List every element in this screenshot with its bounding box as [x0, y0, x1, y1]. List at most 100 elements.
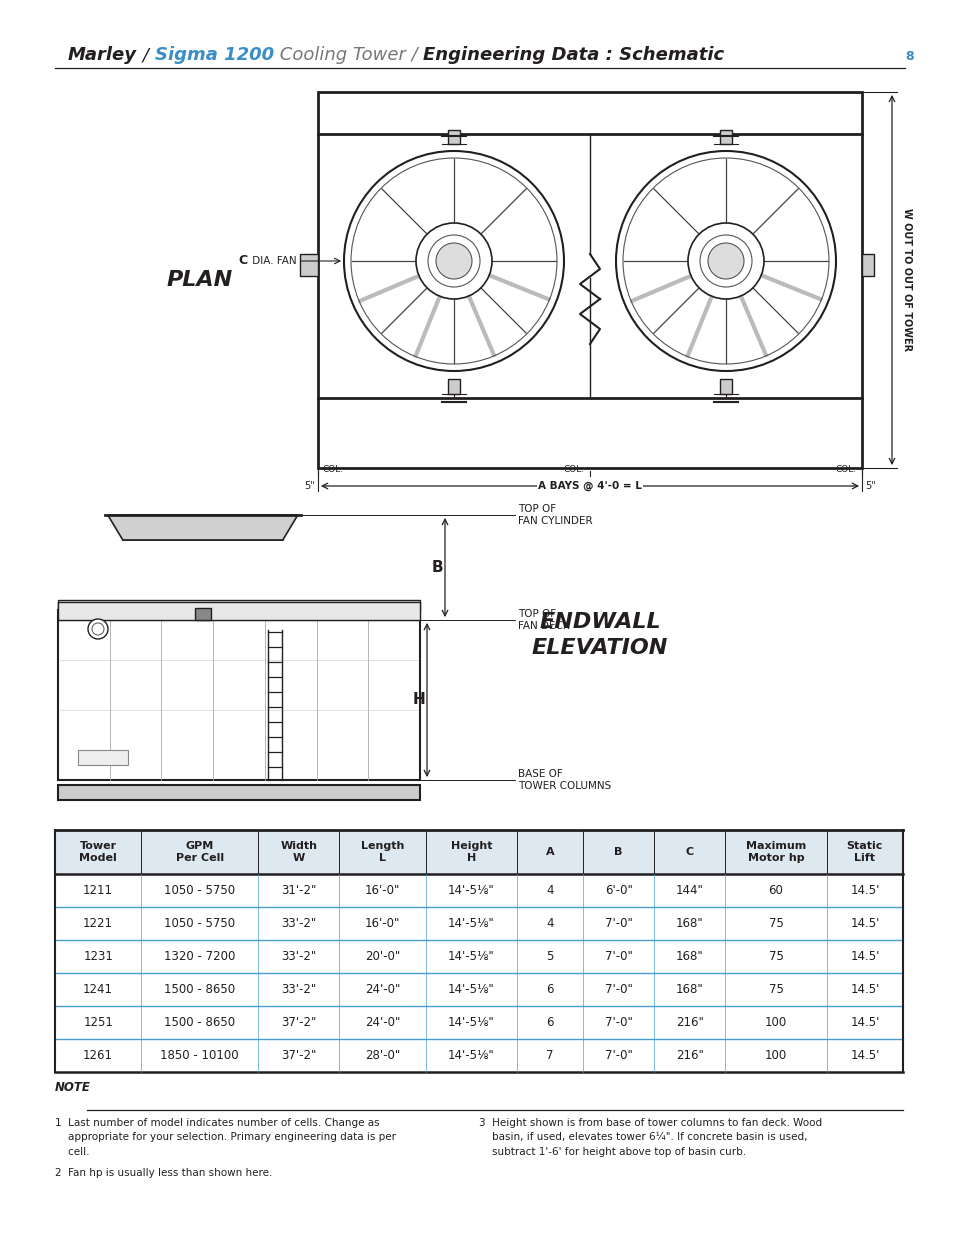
Text: 2  Fan hp is usually less than shown here.: 2 Fan hp is usually less than shown here… [55, 1168, 273, 1178]
Bar [720, 379, 731, 394]
Text: 33'-2": 33'-2" [281, 918, 316, 930]
Bar [58, 785, 419, 800]
Bar [194, 608, 211, 620]
Text: W OUT TO OUT OF TOWER: W OUT TO OUT OF TOWER [901, 209, 911, 352]
Text: B: B [614, 847, 622, 857]
Text: 6'-0": 6'-0" [604, 884, 632, 897]
Text: C: C [685, 847, 693, 857]
Text: 33'-2": 33'-2" [281, 950, 316, 963]
Bar [78, 750, 128, 764]
Text: 7: 7 [546, 1049, 554, 1062]
Text: 14'-5⅛": 14'-5⅛" [448, 950, 495, 963]
Text: 28'-0": 28'-0" [364, 1049, 399, 1062]
Text: 1050 - 5750: 1050 - 5750 [164, 918, 235, 930]
Text: ENDWALL
ELEVATION: ENDWALL ELEVATION [531, 611, 667, 658]
Text: C: C [237, 254, 247, 268]
Text: 1320 - 7200: 1320 - 7200 [164, 950, 235, 963]
Text: NOTE: NOTE [55, 1081, 91, 1094]
Text: 168": 168" [675, 950, 703, 963]
Text: /: / [137, 46, 154, 64]
Text: 6: 6 [546, 983, 554, 995]
Text: 14.5': 14.5' [849, 983, 879, 995]
Text: 168": 168" [675, 983, 703, 995]
Text: 31'-2": 31'-2" [281, 884, 316, 897]
Text: H: H [413, 693, 425, 708]
Text: 4: 4 [546, 884, 554, 897]
Circle shape [91, 622, 104, 635]
Text: 14.5': 14.5' [849, 918, 879, 930]
Text: 1500 - 8650: 1500 - 8650 [164, 983, 235, 995]
Text: 7'-0": 7'-0" [604, 918, 632, 930]
Bar [720, 130, 731, 144]
Polygon shape [108, 515, 297, 540]
Text: Maximum
Motor hp: Maximum Motor hp [745, 841, 805, 863]
Text: Height
H: Height H [450, 841, 492, 863]
Circle shape [622, 158, 828, 364]
Text: 37'-2": 37'-2" [281, 1016, 316, 1029]
Bar [123, 515, 282, 540]
Circle shape [616, 151, 835, 370]
Text: 1241: 1241 [83, 983, 113, 995]
Text: 5": 5" [864, 480, 875, 492]
Text: 8: 8 [904, 51, 913, 63]
Bar [448, 130, 459, 144]
Bar [58, 620, 419, 781]
Text: Length
L: Length L [360, 841, 404, 863]
Text: 1500 - 8650: 1500 - 8650 [164, 1016, 235, 1029]
Text: 14'-5⅛": 14'-5⅛" [448, 983, 495, 995]
Text: 6: 6 [546, 1016, 554, 1029]
Text: Engineering Data : Schematic: Engineering Data : Schematic [423, 46, 723, 64]
Text: 33'-2": 33'-2" [281, 983, 316, 995]
Bar [58, 610, 419, 620]
Text: 7'-0": 7'-0" [604, 1049, 632, 1062]
Text: 5": 5" [304, 480, 314, 492]
Text: 100: 100 [764, 1049, 786, 1062]
Text: 16'-0": 16'-0" [364, 918, 400, 930]
Text: 1251: 1251 [83, 1016, 113, 1029]
Text: Static
Lift: Static Lift [846, 841, 882, 863]
Text: 7'-0": 7'-0" [604, 950, 632, 963]
Text: DIA. FAN: DIA. FAN [249, 256, 296, 266]
Text: 14'-5⅛": 14'-5⅛" [448, 1049, 495, 1062]
Text: 1850 - 10100: 1850 - 10100 [160, 1049, 239, 1062]
Text: 1231: 1231 [83, 950, 113, 963]
Text: A BAYS @ 4'-0 = L: A BAYS @ 4'-0 = L [537, 480, 641, 492]
Text: 20'-0": 20'-0" [364, 950, 399, 963]
Text: 7'-0": 7'-0" [604, 1016, 632, 1029]
Text: BASE OF
TOWER COLUMNS: BASE OF TOWER COLUMNS [517, 769, 611, 792]
Text: 3  Height shown is from base of tower columns to fan deck. Wood
    basin, if us: 3 Height shown is from base of tower col… [478, 1118, 821, 1157]
Text: 14.5': 14.5' [849, 950, 879, 963]
Circle shape [436, 243, 472, 279]
Text: 16'-0": 16'-0" [364, 884, 400, 897]
Text: 7'-0": 7'-0" [604, 983, 632, 995]
Text: 1050 - 5750: 1050 - 5750 [164, 884, 235, 897]
Text: 75: 75 [768, 983, 782, 995]
Text: Width
W: Width W [280, 841, 317, 863]
Text: 75: 75 [768, 950, 782, 963]
Bar [299, 254, 317, 275]
Circle shape [707, 243, 743, 279]
Text: Sigma 1200: Sigma 1200 [154, 46, 274, 64]
Bar [58, 510, 419, 800]
Text: B: B [431, 559, 442, 576]
Text: TOP OF
FAN DECK: TOP OF FAN DECK [517, 609, 569, 631]
Bar [58, 600, 419, 610]
Text: 14'-5⅛": 14'-5⅛" [448, 1016, 495, 1029]
Circle shape [416, 224, 492, 299]
Text: COL.: COL. [563, 466, 584, 474]
Text: PLAN: PLAN [167, 270, 233, 290]
Circle shape [428, 235, 479, 287]
Text: GPM
Per Cell: GPM Per Cell [175, 841, 224, 863]
Text: 1211: 1211 [83, 884, 113, 897]
Text: TOP OF
FAN CYLINDER: TOP OF FAN CYLINDER [517, 504, 592, 526]
Circle shape [344, 151, 563, 370]
Text: 5: 5 [546, 950, 553, 963]
Text: 216": 216" [675, 1049, 703, 1062]
Circle shape [700, 235, 751, 287]
Text: COL.: COL. [323, 466, 344, 474]
Bar [55, 830, 902, 874]
Text: 14'-5⅛": 14'-5⅛" [448, 918, 495, 930]
Text: 14.5': 14.5' [849, 884, 879, 897]
Text: COL.: COL. [835, 466, 856, 474]
Text: 4: 4 [546, 918, 554, 930]
